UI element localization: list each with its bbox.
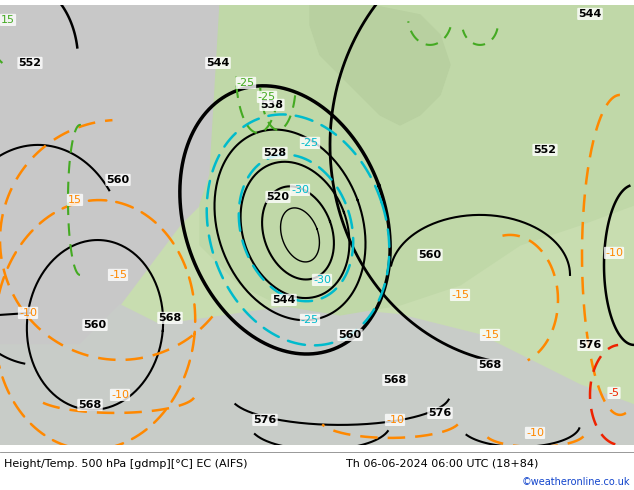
Text: 552: 552: [533, 145, 557, 155]
Text: ©weatheronline.co.uk: ©weatheronline.co.uk: [522, 477, 630, 487]
Text: -5: -5: [609, 388, 619, 398]
Text: 544: 544: [206, 58, 230, 68]
Polygon shape: [310, 5, 450, 125]
Text: -25: -25: [258, 92, 276, 102]
Text: Height/Temp. 500 hPa [gdmp][°C] EC (AIFS): Height/Temp. 500 hPa [gdmp][°C] EC (AIFS…: [4, 459, 247, 469]
Text: -25: -25: [301, 315, 319, 325]
Text: 538: 538: [261, 100, 283, 110]
Text: -15: -15: [109, 270, 127, 280]
Text: 568: 568: [384, 375, 406, 385]
Text: 560: 560: [84, 320, 107, 330]
Text: -15: -15: [451, 290, 469, 300]
Text: 552: 552: [18, 58, 41, 68]
Text: -10: -10: [526, 428, 544, 438]
Text: -25: -25: [301, 138, 319, 148]
Text: -10: -10: [19, 308, 37, 318]
Text: 15: 15: [1, 15, 15, 25]
Text: 544: 544: [578, 9, 602, 19]
Text: -25: -25: [237, 78, 255, 88]
Polygon shape: [0, 5, 220, 345]
Text: 576: 576: [254, 415, 276, 425]
Text: 568: 568: [79, 400, 101, 410]
Text: -30: -30: [291, 185, 309, 195]
Text: 560: 560: [339, 330, 361, 340]
Text: 520: 520: [266, 192, 290, 202]
Text: 528: 528: [264, 148, 287, 158]
Text: 576: 576: [429, 408, 451, 418]
Text: Th 06-06-2024 06:00 UTC (18+84): Th 06-06-2024 06:00 UTC (18+84): [346, 459, 538, 469]
Text: 576: 576: [578, 340, 602, 350]
Text: -10: -10: [386, 415, 404, 425]
Text: -10: -10: [111, 390, 129, 400]
Text: 560: 560: [107, 175, 129, 185]
Text: 15: 15: [68, 195, 82, 205]
Text: -10: -10: [605, 248, 623, 258]
Text: 544: 544: [273, 295, 295, 305]
Text: 560: 560: [418, 250, 441, 260]
Text: 568: 568: [479, 360, 501, 370]
Polygon shape: [0, 305, 634, 445]
Text: -15: -15: [481, 330, 499, 340]
Text: 568: 568: [158, 313, 181, 323]
Text: -30: -30: [313, 275, 331, 285]
Polygon shape: [200, 5, 634, 315]
